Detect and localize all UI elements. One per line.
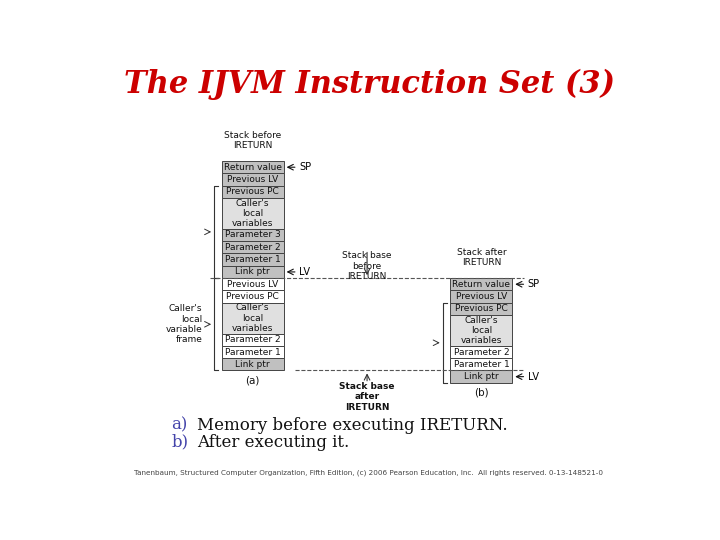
Bar [222, 303, 284, 334]
Bar [222, 241, 284, 253]
Bar [451, 303, 513, 315]
Text: Previous LV: Previous LV [456, 292, 507, 301]
Text: Stack before
IRETURN: Stack before IRETURN [224, 131, 282, 150]
Text: Tanenbaum, Structured Computer Organization, Fifth Edition, (c) 2006 Pearson Edu: Tanenbaum, Structured Computer Organizat… [135, 469, 603, 476]
Text: Stack after
IRETURN: Stack after IRETURN [456, 248, 506, 267]
Text: Previous LV: Previous LV [227, 280, 279, 289]
Text: a): a) [171, 417, 188, 434]
Text: Return value: Return value [224, 163, 282, 172]
Text: Previous PC: Previous PC [455, 305, 508, 313]
Bar [451, 370, 513, 383]
Bar [451, 358, 513, 370]
Text: Parameter 1: Parameter 1 [225, 348, 281, 356]
Text: Caller's
local
variables: Caller's local variables [232, 199, 274, 228]
Text: b): b) [171, 434, 189, 450]
Text: Memory before executing IRETURN.: Memory before executing IRETURN. [197, 417, 508, 434]
Bar [222, 229, 284, 241]
Text: Parameter 2: Parameter 2 [454, 348, 509, 356]
Bar [451, 346, 513, 358]
Text: Parameter 3: Parameter 3 [225, 231, 281, 239]
Text: Stack base
after
IRETURN: Stack base after IRETURN [339, 382, 395, 412]
Text: Caller's
local
variables: Caller's local variables [232, 303, 274, 333]
Bar [222, 291, 284, 303]
Text: (a): (a) [246, 375, 260, 385]
Bar [222, 173, 284, 186]
Text: After executing it.: After executing it. [197, 434, 349, 450]
Bar [222, 198, 284, 229]
Text: Parameter 2: Parameter 2 [225, 335, 281, 344]
Bar [451, 278, 513, 291]
Bar [451, 291, 513, 303]
Text: Parameter 1: Parameter 1 [454, 360, 509, 369]
Text: Link ptr: Link ptr [235, 267, 270, 276]
Text: LV: LV [300, 267, 310, 277]
Text: Caller's
local
variable
frame: Caller's local variable frame [166, 304, 202, 345]
Bar [222, 186, 284, 198]
Text: The IJVM Instruction Set (3): The IJVM Instruction Set (3) [124, 69, 614, 100]
Bar [222, 334, 284, 346]
Text: Previous PC: Previous PC [226, 292, 279, 301]
Text: LV: LV [528, 372, 539, 382]
Text: Previous PC: Previous PC [226, 187, 279, 197]
Text: Caller's
local
variables: Caller's local variables [461, 315, 502, 346]
Bar [451, 315, 513, 346]
Text: Link ptr: Link ptr [235, 360, 270, 369]
Bar [222, 161, 284, 173]
Bar [222, 253, 284, 266]
Bar [222, 266, 284, 278]
Bar [222, 346, 284, 358]
Bar [222, 278, 284, 291]
Text: Parameter 1: Parameter 1 [225, 255, 281, 264]
Text: Parameter 2: Parameter 2 [225, 243, 281, 252]
Text: SP: SP [528, 279, 540, 289]
Text: Previous LV: Previous LV [227, 175, 279, 184]
Text: SP: SP [300, 162, 311, 172]
Text: Return value: Return value [452, 280, 510, 289]
Text: Stack base
before
IRETURN: Stack base before IRETURN [342, 251, 392, 281]
Bar [222, 358, 284, 370]
Text: (b): (b) [474, 387, 489, 397]
Text: Link ptr: Link ptr [464, 372, 499, 381]
